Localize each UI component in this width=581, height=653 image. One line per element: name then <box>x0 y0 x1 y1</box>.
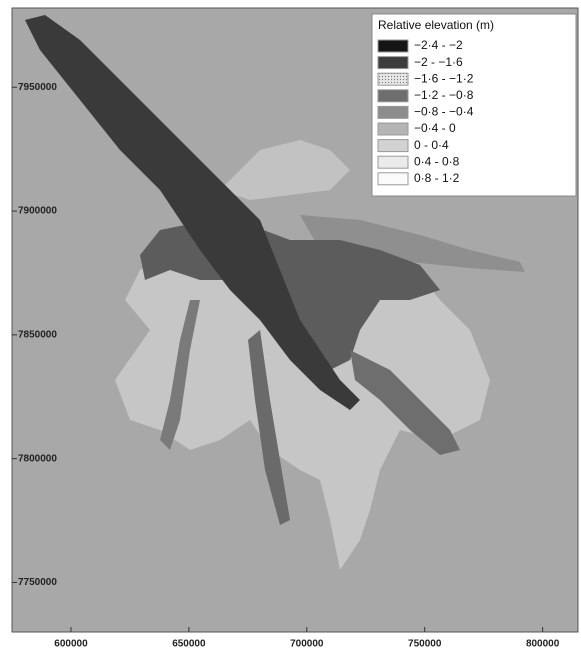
x-tick-label: 600000 <box>54 639 88 650</box>
legend-swatch <box>378 173 408 185</box>
x-tick-label: 800000 <box>526 639 560 650</box>
legend-title: Relative elevation (m) <box>378 18 494 32</box>
legend-label: −2·4 - −2 <box>414 38 463 52</box>
y-tick-label: 7800000 <box>18 453 57 464</box>
legend-swatch <box>378 73 408 85</box>
legend-swatch <box>378 90 408 102</box>
y-tick-label: 7750000 <box>18 577 57 588</box>
y-tick-label: 7950000 <box>18 82 57 93</box>
legend-label: 0·4 - 0·8 <box>414 154 460 168</box>
x-tick-label: 650000 <box>172 639 206 650</box>
legend-swatch <box>378 57 408 69</box>
map: Relative elevation (m) −2·4 - −2 −2 - −1·… <box>0 0 581 653</box>
legend-swatch <box>378 40 408 52</box>
y-tick-label: 7900000 <box>18 206 57 217</box>
legend: Relative elevation (m) −2·4 - −2 −2 - −1·… <box>372 14 576 196</box>
legend-swatch <box>378 140 408 152</box>
y-tick-label: 7850000 <box>18 329 57 340</box>
legend-label: 0·8 - 1·2 <box>414 171 460 185</box>
x-tick-label: 700000 <box>290 639 324 650</box>
legend-label: −2 - −1·6 <box>414 55 463 69</box>
legend-label: −0·8 - −0·4 <box>414 105 474 119</box>
legend-swatch <box>378 156 408 168</box>
legend-label: −0·4 - 0 <box>414 121 456 135</box>
legend-label: −1·2 - −0·8 <box>414 88 474 102</box>
page: Relative elevation (m) −2·4 - −2 −2 - −1·… <box>0 0 581 653</box>
legend-label: −1·6 - −1·2 <box>414 71 474 85</box>
legend-swatch <box>378 123 408 135</box>
legend-label: 0 - 0·4 <box>414 138 449 152</box>
legend-swatch <box>378 106 408 118</box>
x-tick-label: 750000 <box>408 639 442 650</box>
